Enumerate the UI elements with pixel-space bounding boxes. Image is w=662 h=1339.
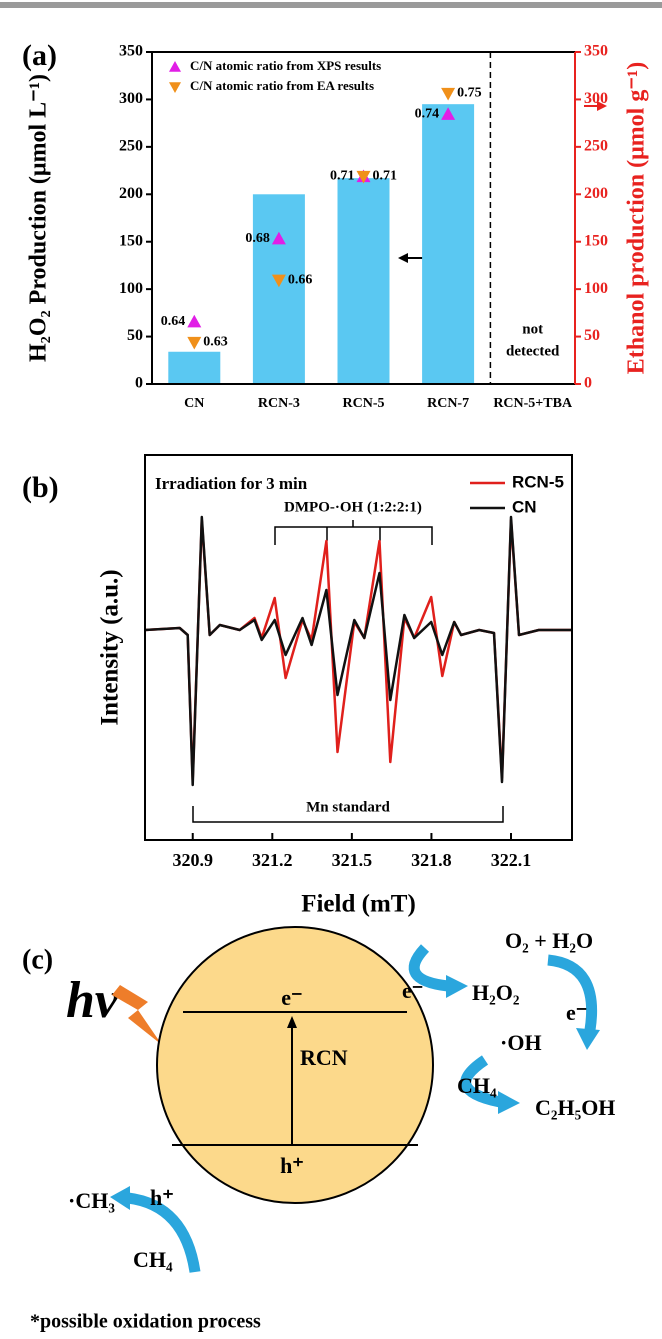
hole: h⁺ [150, 1185, 174, 1210]
x-tick-label: 321.5 [332, 850, 373, 870]
marker [271, 231, 286, 245]
bar [337, 178, 390, 384]
plot-frame [144, 454, 573, 841]
y-axis-label: H₂O₂ Production (μmol L⁻¹) [26, 74, 52, 362]
legend-label: RCN-5 [512, 472, 564, 491]
y2-tick-label: 250 [584, 138, 608, 155]
electron: e⁻ [566, 1000, 587, 1025]
data-label: 0.63 [203, 335, 228, 350]
species: ·OH [500, 1030, 542, 1055]
panel-label: (a) [22, 39, 57, 72]
y-tick-label: 100 [119, 280, 143, 297]
arrow-head [398, 253, 408, 263]
x-tick-label: RCN-5 [343, 396, 385, 411]
y-axis-label: Intensity (a.u.) [97, 569, 124, 725]
data-label: 0.74 [415, 106, 440, 121]
y-tick-label: 250 [119, 138, 143, 155]
species: CH₄ [133, 1247, 173, 1272]
x-axis-label: Field (mT) [301, 891, 416, 918]
species: O₂ + H₂O [505, 928, 593, 953]
arrow-head [287, 1016, 297, 1028]
legend-label: C/N atomic ratio from EA results [190, 78, 374, 93]
species: CH₄ [457, 1073, 497, 1098]
species: H₂O₂ [472, 980, 520, 1005]
series-line [144, 515, 572, 787]
legend-marker [169, 61, 181, 72]
data-label: 0.75 [457, 86, 482, 101]
marker [187, 336, 202, 350]
data-label: 0.68 [245, 231, 270, 246]
data-label: 0.64 [161, 314, 186, 329]
band-label: e⁻ [281, 985, 302, 1010]
y2-tick-label: 100 [584, 280, 608, 297]
lightning [112, 985, 162, 1045]
y-tick-label: 350 [119, 43, 143, 60]
legend-marker [169, 82, 181, 93]
bracket [192, 520, 504, 823]
data-label: 0.71 [330, 169, 355, 184]
annotation: DMPO-·OH (1:2:2:1) [284, 499, 422, 515]
light-label: hv [66, 972, 119, 1029]
bar [252, 194, 305, 384]
y2-tick-label: 50 [584, 327, 600, 344]
x-tick-label: 321.2 [252, 850, 293, 870]
y2-tick-label: 200 [584, 185, 608, 202]
x-tick-label: CN [184, 396, 204, 411]
core-label: RCN [300, 1045, 348, 1070]
annotation: Irradiation for 3 min [155, 474, 308, 493]
panel-label: (c) [22, 944, 53, 975]
bar [168, 351, 221, 384]
series-line [144, 518, 572, 782]
x-tick-label: 321.8 [411, 850, 452, 870]
x-tick-label: RCN-5+TBA [493, 396, 573, 411]
footnote: *possible oxidation process [30, 1311, 261, 1333]
bar [422, 104, 475, 385]
legend-label: C/N atomic ratio from XPS results [190, 58, 381, 73]
data-label: 0.71 [373, 169, 398, 184]
annotation: Mn standard [306, 799, 390, 815]
annotation: not [522, 321, 543, 337]
reaction-arrows [127, 944, 598, 1273]
electron: e⁻ [402, 978, 423, 1003]
arrow-head [597, 101, 607, 111]
marker [187, 314, 202, 328]
y2-axis-label: Ethanol production (μmol g⁻¹) [624, 62, 650, 374]
x-tick-label: 322.1 [491, 850, 532, 870]
species: C₂H₅OH [535, 1095, 615, 1120]
y-tick-label: 0 [135, 375, 143, 392]
data-label: 0.66 [288, 272, 313, 287]
marker [356, 170, 371, 184]
y2-tick-label: 350 [584, 43, 608, 60]
y-tick-label: 300 [119, 90, 143, 107]
marker [271, 274, 286, 288]
top-bar [0, 2, 662, 8]
x-tick-label: 320.9 [172, 850, 213, 870]
x-tick-label: RCN-7 [427, 396, 469, 411]
marker [441, 107, 456, 120]
y2-tick-label: 0 [584, 375, 592, 392]
y-tick-label: 50 [127, 327, 143, 344]
band-label: h⁺ [280, 1153, 304, 1178]
y-tick-label: 150 [119, 232, 143, 249]
panel-label: (b) [22, 471, 59, 504]
particle [156, 926, 434, 1204]
y2-tick-label: 150 [584, 232, 608, 249]
legend-label: CN [512, 497, 537, 516]
y2-tick-label: 300 [584, 90, 608, 107]
reaction-arrow-heads [110, 975, 600, 1210]
species: ·CH₃ [68, 1188, 115, 1213]
x-tick-label: RCN-3 [258, 396, 300, 411]
annotation: detected [506, 343, 560, 359]
y-tick-label: 200 [119, 185, 143, 202]
marker [441, 87, 456, 101]
